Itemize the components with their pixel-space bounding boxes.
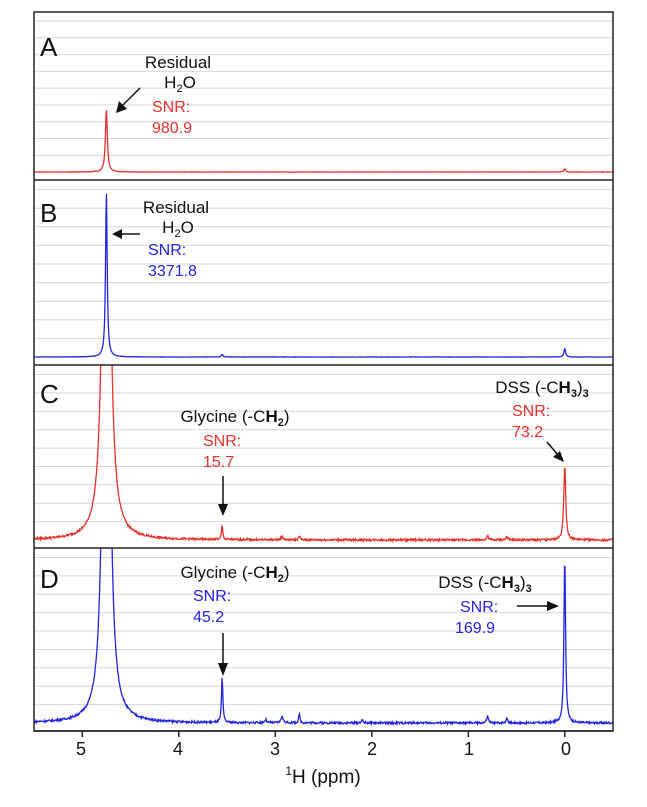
tick-label-5: 5 <box>76 739 86 759</box>
grid-layer <box>34 20 613 706</box>
arrowhead-glycine-d <box>218 663 228 676</box>
annotation-dss-d: DSS (-CH3)3 <box>438 573 531 595</box>
tick-label-0: 0 <box>561 739 571 759</box>
annotation-residual-a: Residual <box>145 53 211 72</box>
snr-value-c1: 15.7 <box>203 454 234 471</box>
snr-label-c1: SNR: <box>203 433 241 450</box>
arrow-a <box>121 87 141 107</box>
annotation-residual-b: Residual <box>143 198 209 217</box>
snr-value-b: 3371.8 <box>148 263 197 280</box>
tick-label-4: 4 <box>173 739 183 759</box>
x-axis-title: 1H (ppm) <box>285 764 360 788</box>
frame-layer <box>33 11 614 737</box>
snr-value-d2: 169.9 <box>455 620 495 637</box>
tick-label-3: 3 <box>270 739 280 759</box>
snr-label-b: SNR: <box>148 242 186 259</box>
arrowhead-b <box>112 229 122 239</box>
annotation-glycine-d: Glycine (-CH2) <box>180 563 289 585</box>
annotation-glycine-c: Glycine (-CH2) <box>180 407 289 429</box>
snr-label-d1: SNR: <box>193 588 231 605</box>
snr-value-a: 980.9 <box>152 120 192 137</box>
spectrum-trace-a <box>34 110 613 173</box>
spectrum-trace-c <box>34 365 613 544</box>
snr-label-c2: SNR: <box>512 403 550 420</box>
trace-layer <box>34 110 613 727</box>
snr-label-a: SNR: <box>152 99 190 116</box>
spectrum-trace-b <box>34 193 613 358</box>
snr-value-c2: 73.2 <box>512 424 543 441</box>
snr-value-d1: 45.2 <box>193 609 224 626</box>
arrowhead-dss-c <box>553 451 564 462</box>
snr-label-d2: SNR: <box>460 599 498 616</box>
panel-letter-d: D <box>40 564 59 594</box>
tick-label-2: 2 <box>367 739 377 759</box>
annotation-dss-c: DSS (-CH3)3 <box>495 378 588 400</box>
annotation-h2o-a: H2O <box>164 73 196 95</box>
arrowhead-a <box>116 101 127 113</box>
arrowhead-glycine-c <box>218 504 228 516</box>
panel-letter-c: C <box>40 379 59 409</box>
plot-frame <box>33 11 614 732</box>
arrow-dss-c <box>546 441 559 456</box>
panel-letter-b: B <box>40 198 57 228</box>
tick-label-1: 1 <box>464 739 474 759</box>
arrowhead-dss-d <box>547 601 559 611</box>
spectrum-trace-d <box>34 548 613 727</box>
panel-letter-a: A <box>40 32 58 62</box>
annotation-h2o-b: H2O <box>162 218 194 240</box>
